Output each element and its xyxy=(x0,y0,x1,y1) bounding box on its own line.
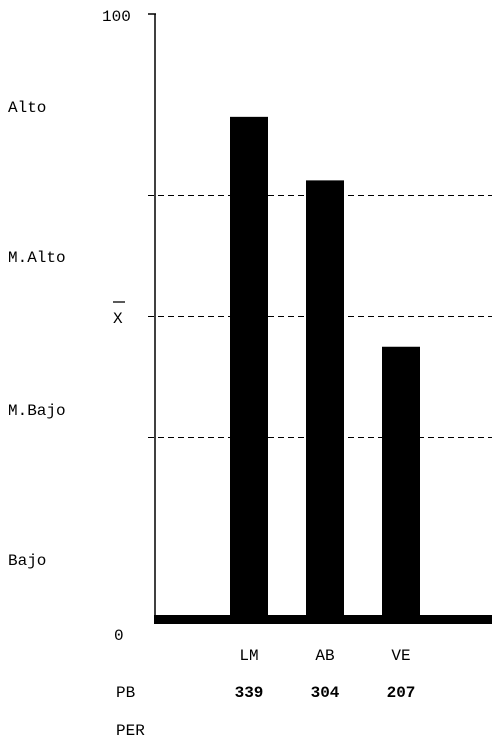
bar-ab xyxy=(306,180,344,619)
category-label-lm: LM xyxy=(239,647,258,665)
bar-lm xyxy=(230,116,268,619)
pb-value-ab: 304 xyxy=(311,684,340,702)
band-label-bajo: Bajo xyxy=(8,552,46,570)
x-axis-baseline xyxy=(154,615,492,624)
category-label-ab: AB xyxy=(315,647,334,665)
pb-value-ve: 207 xyxy=(387,684,416,702)
category-label-ve: VE xyxy=(391,647,410,665)
row-label-pb: PB xyxy=(116,684,135,702)
row-label-per: PER xyxy=(116,722,145,740)
y-tick-label-min: 0 xyxy=(114,627,124,645)
y-tick-label-max: 100 xyxy=(102,8,131,26)
pb-value-lm: 339 xyxy=(235,684,264,702)
bar-ve xyxy=(382,346,420,619)
band-label-m-alto: M.Alto xyxy=(8,249,66,267)
band-label-m-bajo: M.Bajo xyxy=(8,402,66,420)
band-label-alto: Alto xyxy=(8,99,46,117)
mean-label: X xyxy=(113,310,123,328)
